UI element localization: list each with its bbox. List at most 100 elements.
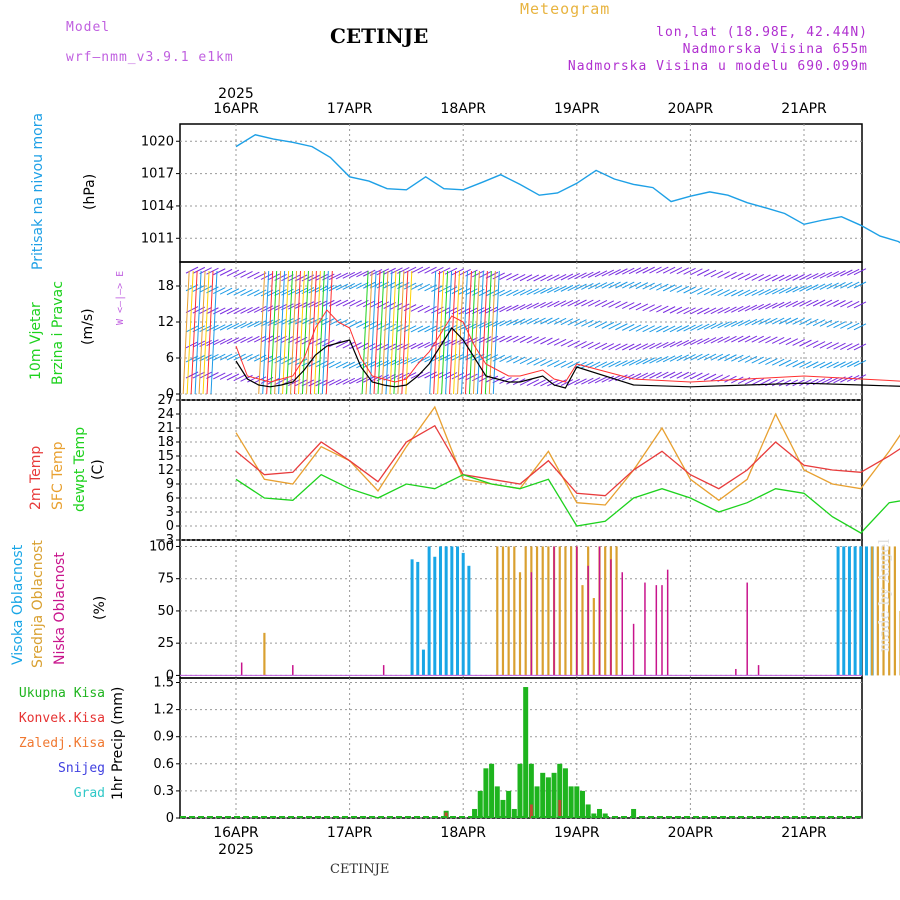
- wind-barb: [833, 300, 846, 307]
- wind-barb: [328, 361, 342, 369]
- wind-barb: [349, 299, 362, 307]
- precip-bar-total: [585, 804, 591, 818]
- wind-barb: [458, 373, 471, 380]
- wind-barb: [567, 318, 580, 326]
- wind-barb: [724, 289, 737, 297]
- wind-barb: [437, 354, 451, 362]
- wind-barb: [703, 307, 717, 315]
- wind-barb: [540, 301, 553, 309]
- wind-barb: [799, 339, 812, 347]
- wind-barb: [731, 320, 744, 327]
- wind-barb: [247, 354, 260, 362]
- wind-barb: [199, 267, 212, 275]
- precip-bar-total: [528, 763, 534, 818]
- cloud-bar: [847, 546, 851, 676]
- wind-barb: [662, 266, 676, 274]
- wind-barb: [519, 288, 533, 296]
- wind-streak: [290, 270, 298, 395]
- wind-barb: [635, 282, 649, 290]
- wind-barb: [703, 288, 717, 296]
- temp-label-1: 2m Temp: [28, 445, 44, 510]
- wind-barb: [253, 320, 267, 328]
- wind-streak: [190, 270, 198, 395]
- cloud-bar: [746, 582, 748, 676]
- wind-barb: [553, 338, 567, 346]
- wind-barb: [322, 299, 335, 307]
- wind-barb: [642, 342, 655, 350]
- wind-barb: [240, 306, 253, 314]
- wind-barb: [819, 271, 833, 279]
- temp-label-2: SFC Temp: [50, 441, 66, 510]
- wind-barb: [424, 266, 437, 274]
- wind-barb: [594, 270, 608, 278]
- wind-barb: [478, 336, 492, 344]
- wind-barb: [506, 289, 519, 297]
- wind-barb: [240, 321, 253, 329]
- wind-barb: [696, 287, 710, 295]
- wind-barb: [826, 342, 839, 350]
- wind-barb: [247, 335, 260, 343]
- wind-barb: [485, 289, 499, 297]
- wind-barb: [771, 317, 785, 325]
- wind-barb: [274, 304, 287, 311]
- wind-barb: [608, 268, 621, 276]
- wind-barb: [397, 324, 410, 332]
- wind-barb: [785, 300, 799, 308]
- wind-barb: [485, 375, 499, 383]
- wind-streak: [194, 270, 202, 395]
- wind-barb: [274, 335, 287, 343]
- wind-barb: [744, 304, 758, 312]
- ytick-label-precip-5: 0: [166, 811, 174, 826]
- wind-barb: [281, 318, 294, 325]
- wind-barb: [192, 266, 206, 274]
- wind-barb: [431, 266, 444, 274]
- wind-barb: [669, 340, 683, 348]
- wind-barb: [710, 353, 724, 361]
- wind-barb: [288, 379, 301, 387]
- wind-barb: [233, 336, 246, 344]
- cloud-bar: [547, 546, 550, 676]
- wind-barb: [363, 269, 376, 277]
- precip-bar-total: [591, 813, 597, 818]
- wind-barb: [853, 374, 867, 382]
- wind-barb: [560, 273, 574, 281]
- wind-streak: [297, 270, 305, 395]
- wind-barb: [540, 337, 553, 345]
- wind-barb: [533, 301, 546, 309]
- cloud-bar: [621, 572, 623, 676]
- wind-barb: [335, 361, 349, 369]
- wind-streak: [274, 270, 282, 395]
- wind-barb: [226, 373, 240, 381]
- wind-barb: [492, 335, 505, 343]
- cloud-label-2: Srednja Oblacnost: [30, 540, 46, 668]
- wind-barb: [281, 303, 294, 311]
- temp-label-3: dewpt Temp: [72, 426, 88, 512]
- wind-barb: [553, 273, 567, 281]
- wind-barb: [533, 379, 546, 387]
- coords-text: lon,lat (18.98E, 42.44N): [656, 25, 868, 40]
- ytick-label-wind-0: 18: [157, 279, 174, 294]
- wind-streak: [393, 270, 401, 395]
- wind-barb: [744, 318, 758, 326]
- wind-barb: [301, 301, 315, 309]
- wind-barb: [690, 324, 703, 332]
- wind-barb: [540, 379, 553, 387]
- wind-barb: [751, 289, 764, 296]
- wind-barb: [724, 306, 737, 314]
- wind-barb: [690, 307, 703, 315]
- wind-barb: [376, 323, 390, 331]
- wind-barb: [342, 377, 356, 385]
- wind-streak: [262, 270, 270, 395]
- wind-barb: [417, 325, 430, 333]
- wind-barb: [240, 271, 253, 278]
- cloud-bar: [864, 546, 868, 676]
- cloud-bar: [530, 572, 533, 676]
- wind-barb: [662, 371, 676, 379]
- wind-barb: [690, 353, 703, 361]
- wind-barb: [744, 335, 758, 343]
- wind-barb: [267, 273, 281, 281]
- wind-barb: [288, 288, 301, 296]
- ytick-label-cloud-2: 50: [157, 604, 174, 619]
- wind-barb: [199, 325, 212, 333]
- wind-barb: [717, 336, 730, 344]
